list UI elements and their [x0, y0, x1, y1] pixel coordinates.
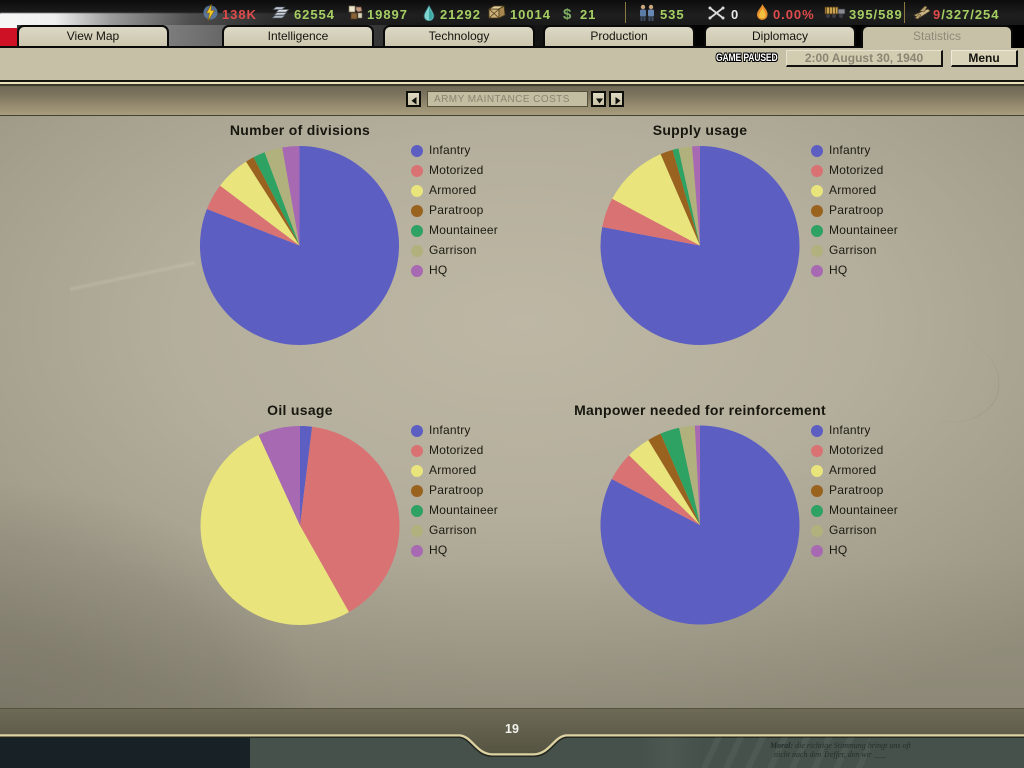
svg-text:19: 19: [505, 722, 519, 736]
